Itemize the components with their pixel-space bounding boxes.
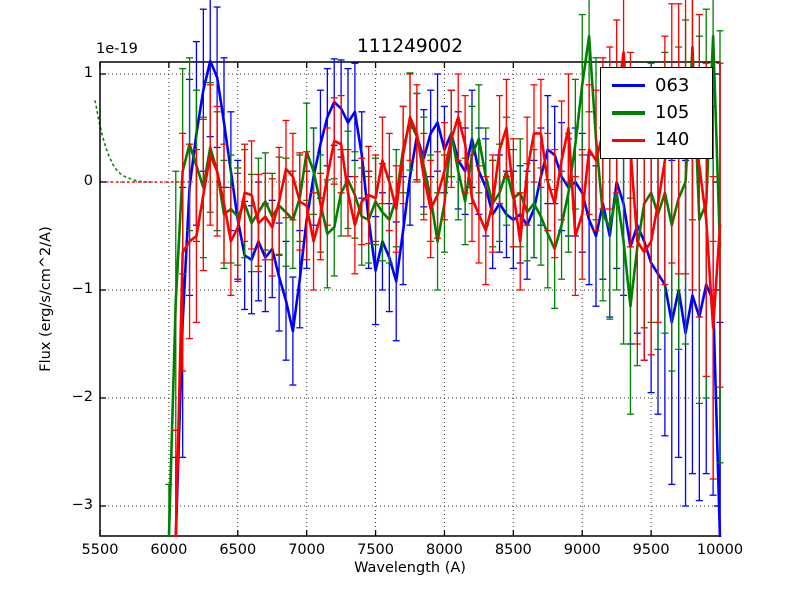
x-tick-label: 8500 [494, 542, 532, 558]
legend-line-sample-063 [612, 83, 645, 88]
x-tick-label: 6000 [150, 542, 188, 558]
y-tick-label: 0 [83, 172, 93, 189]
legend-label-105: 105 [655, 101, 690, 123]
y-axis-offset-text: 1e-19 [96, 41, 138, 57]
y-axis-label: Flux (erg/s/cm^2/A) [38, 226, 54, 372]
x-axis-label: Wavelength (A) [354, 560, 466, 576]
y-tick-label: −1 [71, 280, 93, 297]
x-tick-label: 8000 [425, 542, 463, 558]
y-tick-label: −3 [71, 496, 93, 513]
legend: 063 105 140 [600, 67, 713, 159]
x-tick-label: 9000 [563, 542, 601, 558]
legend-label-140: 140 [655, 129, 690, 151]
x-tick-label: 5500 [81, 542, 119, 558]
legend-entry-063: 063 [601, 74, 712, 96]
plot-title: 111249002 [357, 36, 463, 57]
x-tick-label: 7000 [288, 542, 326, 558]
x-tick-label: 7500 [357, 542, 394, 558]
template-green-dotted [94, 100, 152, 183]
y-tick-label: −2 [71, 388, 93, 405]
legend-label-063: 063 [655, 74, 690, 96]
legend-entry-140: 140 [601, 131, 712, 149]
legend-line-sample-140 [612, 138, 645, 143]
x-tick-label: 10000 [696, 542, 744, 558]
legend-line-sample-105 [612, 111, 645, 115]
legend-entry-105: 105 [601, 101, 712, 123]
x-tick-label: 6500 [219, 542, 257, 558]
y-tick-label: 1 [83, 64, 93, 81]
x-tick-label: 9500 [632, 542, 670, 558]
